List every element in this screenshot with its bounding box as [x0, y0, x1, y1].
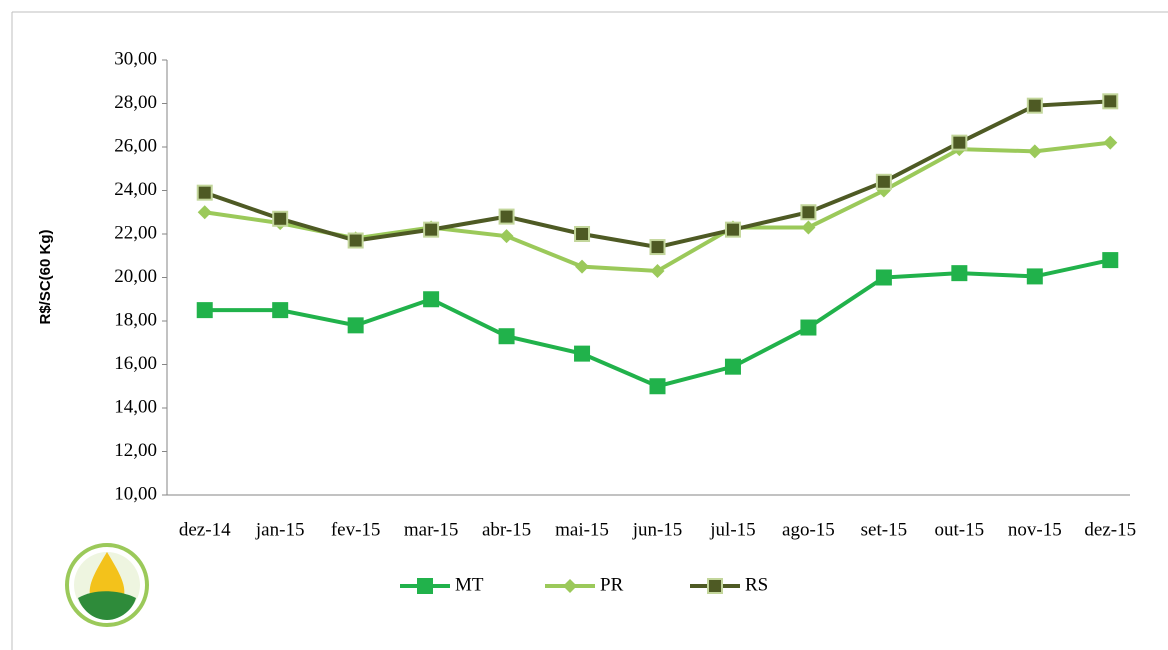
- point: [800, 204, 817, 221]
- x-tick-label: jan-15: [255, 519, 305, 540]
- series-line: [204, 258, 1111, 389]
- point: [498, 208, 515, 225]
- series-line: [204, 99, 1111, 250]
- y-tick-label: 28,00: [114, 92, 157, 113]
- x-tick-label: set-15: [861, 519, 907, 540]
- point: [650, 263, 665, 278]
- point: [499, 229, 514, 244]
- y-tick-label: 20,00: [114, 266, 157, 287]
- legend-label: PR: [600, 574, 624, 595]
- point: [1026, 97, 1043, 114]
- point: [574, 345, 591, 362]
- x-tick-label: out-15: [935, 519, 985, 540]
- legend-marker: [563, 579, 577, 593]
- point: [875, 269, 892, 286]
- point: [951, 265, 968, 282]
- point: [347, 232, 364, 249]
- y-axis-title: R$/SC(60 Kg): [37, 229, 54, 324]
- point: [423, 291, 440, 308]
- y-tick-label: 16,00: [114, 353, 157, 374]
- point: [197, 205, 212, 220]
- point: [1102, 252, 1119, 269]
- y-tick-label: 10,00: [114, 483, 157, 504]
- point: [724, 221, 741, 238]
- point: [649, 239, 666, 256]
- point: [574, 226, 591, 242]
- point: [272, 302, 289, 319]
- y-tick-label: 12,00: [114, 440, 157, 461]
- point: [649, 378, 666, 395]
- x-tick-label: jun-15: [632, 519, 683, 540]
- point: [1102, 93, 1119, 110]
- x-tick-label: abr-15: [482, 519, 531, 540]
- point: [875, 173, 892, 190]
- y-tick-label: 22,00: [114, 222, 157, 243]
- y-tick-label: 30,00: [114, 48, 157, 69]
- point: [1103, 135, 1118, 150]
- point: [196, 302, 213, 319]
- legend-label: MT: [455, 574, 484, 595]
- point: [498, 328, 515, 345]
- x-tick-label: mai-15: [555, 519, 609, 540]
- point: [724, 358, 741, 375]
- point: [423, 221, 440, 238]
- point: [575, 259, 590, 274]
- x-tick-label: ago-15: [782, 519, 835, 540]
- point: [801, 220, 816, 235]
- x-tick-label: mar-15: [404, 519, 459, 540]
- point: [800, 319, 817, 336]
- point: [272, 210, 289, 227]
- y-tick-label: 26,00: [114, 135, 157, 156]
- legend-marker: [707, 578, 723, 594]
- legend-marker: [417, 578, 433, 594]
- y-tick-label: 14,00: [114, 396, 157, 417]
- x-tick-label: nov-15: [1008, 519, 1062, 540]
- point: [951, 134, 968, 151]
- x-tick-label: dez-15: [1084, 519, 1136, 540]
- x-tick-label: jul-15: [709, 519, 755, 540]
- y-tick-label: 18,00: [114, 309, 157, 330]
- point: [1027, 144, 1042, 159]
- point: [196, 184, 213, 201]
- y-tick-label: 24,00: [114, 179, 157, 200]
- legend-label: RS: [745, 574, 768, 595]
- point: [1026, 268, 1043, 285]
- x-tick-label: fev-15: [331, 519, 381, 540]
- x-tick-label: dez-14: [179, 519, 231, 540]
- point: [347, 317, 364, 334]
- logo: [65, 543, 149, 627]
